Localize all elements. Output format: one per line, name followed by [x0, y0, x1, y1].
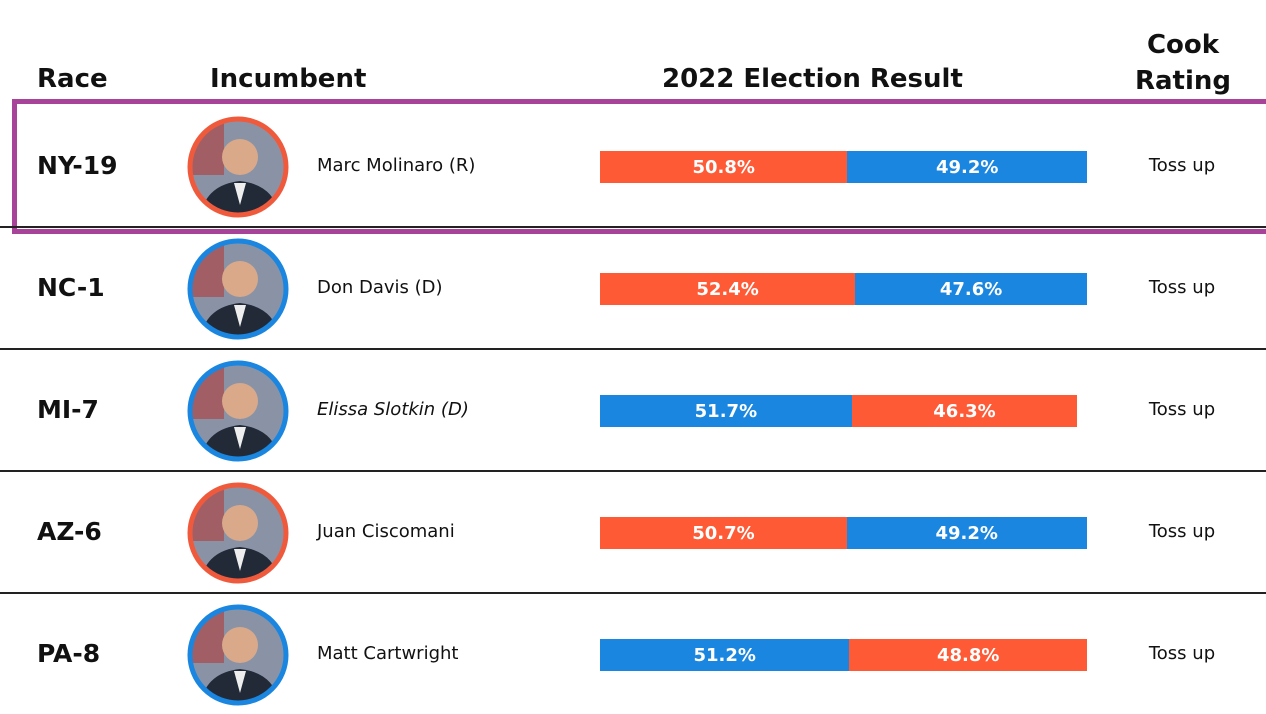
- incumbent-header: Incumbent: [210, 64, 367, 94]
- incumbent-name: Juan Ciscomani: [317, 521, 455, 542]
- result-header: 2022 Election Result: [662, 64, 963, 94]
- result-bar: 50.7%: [600, 517, 847, 549]
- cook-rating: Toss up: [1148, 643, 1216, 664]
- portrait: [186, 359, 290, 463]
- race-header: Race: [37, 64, 108, 94]
- result-bar: 49.2%: [846, 517, 1087, 549]
- portrait: [186, 481, 290, 585]
- row-separator: [0, 592, 1266, 594]
- cook-rating: Toss up: [1148, 155, 1216, 176]
- incumbent-name: Don Davis (D): [317, 277, 443, 298]
- rating-header: Cook Rating: [1134, 30, 1232, 96]
- incumbent-name: Marc Molinaro (R): [317, 155, 476, 176]
- portrait: [186, 603, 290, 707]
- result-bar: 46.3%: [851, 395, 1078, 427]
- race: PA-8: [37, 639, 101, 668]
- result-bar: 47.6%: [855, 273, 1087, 305]
- race: MI-7: [37, 395, 99, 424]
- portrait: [186, 237, 290, 341]
- row-separator: [0, 348, 1266, 350]
- highlight-box: [12, 99, 1266, 234]
- result-bar: 52.4%: [600, 273, 856, 305]
- result-bar: 51.7%: [600, 395, 852, 427]
- result-bar: 48.8%: [849, 639, 1087, 671]
- cook-rating: Toss up: [1148, 521, 1216, 542]
- cook-rating: Toss up: [1148, 277, 1216, 298]
- result-bar: 49.2%: [847, 151, 1087, 183]
- result-bar: 51.2%: [600, 639, 850, 671]
- incumbent-name: Elissa Slotkin (D): [317, 399, 469, 420]
- race: NC-1: [37, 273, 105, 302]
- race: NY-19: [37, 151, 118, 180]
- portrait: [186, 115, 290, 219]
- result-bar: 50.8%: [600, 151, 848, 183]
- row-separator: [0, 470, 1266, 472]
- cook-rating: Toss up: [1148, 399, 1216, 420]
- row-separator: [0, 226, 1266, 228]
- race: AZ-6: [37, 517, 102, 546]
- incumbent-name: Matt Cartwright: [317, 643, 459, 664]
